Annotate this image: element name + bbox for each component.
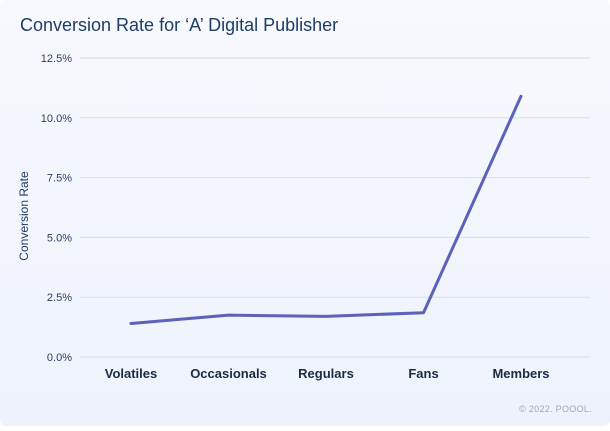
x-tick-label: Members	[492, 366, 549, 381]
x-tick-label: Occasionals	[190, 366, 267, 381]
y-tick-label: 0.0%	[47, 352, 72, 364]
x-tick-label: Fans	[408, 366, 438, 381]
x-axis-ticks: Volatiles Occasionals Regulars Fans Members	[105, 366, 550, 381]
series-line	[129, 94, 523, 326]
y-tick-label: 12.5%	[41, 53, 72, 65]
y-axis-ticks: 0.0% 2.5% 5.0% 7.5% 10.0% 12.5%	[41, 53, 72, 364]
y-tick-label: 2.5%	[47, 292, 72, 304]
series-layer	[129, 94, 523, 326]
y-tick-label: 7.5%	[47, 173, 72, 185]
chart-title: Conversion Rate for ‘A’ Digital Publishe…	[20, 15, 339, 35]
y-tick-label: 5.0%	[47, 232, 72, 244]
x-tick-label: Volatiles	[105, 366, 158, 381]
y-tick-label: 10.0%	[41, 113, 72, 125]
x-tick-label: Regulars	[298, 366, 354, 381]
gridlines	[80, 57, 590, 358]
copyright-text: © 2022. POOOL.	[519, 404, 592, 414]
y-axis-label: Conversion Rate	[17, 171, 31, 261]
